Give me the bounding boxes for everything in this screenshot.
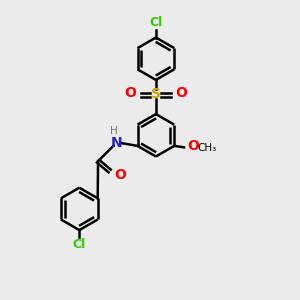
Text: H: H (110, 127, 118, 136)
Text: O: O (175, 86, 187, 100)
Text: O: O (188, 140, 200, 154)
Text: CH₃: CH₃ (197, 142, 217, 153)
Text: Cl: Cl (73, 238, 86, 251)
Text: S: S (151, 87, 161, 101)
Text: N: N (110, 136, 122, 150)
Text: O: O (114, 168, 126, 182)
Text: O: O (124, 86, 136, 100)
Text: Cl: Cl (149, 16, 163, 29)
